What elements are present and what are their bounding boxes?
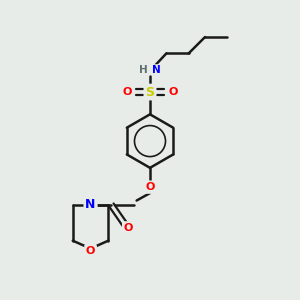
Text: O: O <box>124 223 133 233</box>
Text: N: N <box>152 65 161 75</box>
Text: H: H <box>139 65 148 75</box>
Text: O: O <box>86 246 95 256</box>
Text: O: O <box>168 87 178 97</box>
Text: O: O <box>122 87 132 97</box>
Text: O: O <box>145 182 155 192</box>
Text: S: S <box>146 85 154 98</box>
Text: N: N <box>85 199 96 212</box>
